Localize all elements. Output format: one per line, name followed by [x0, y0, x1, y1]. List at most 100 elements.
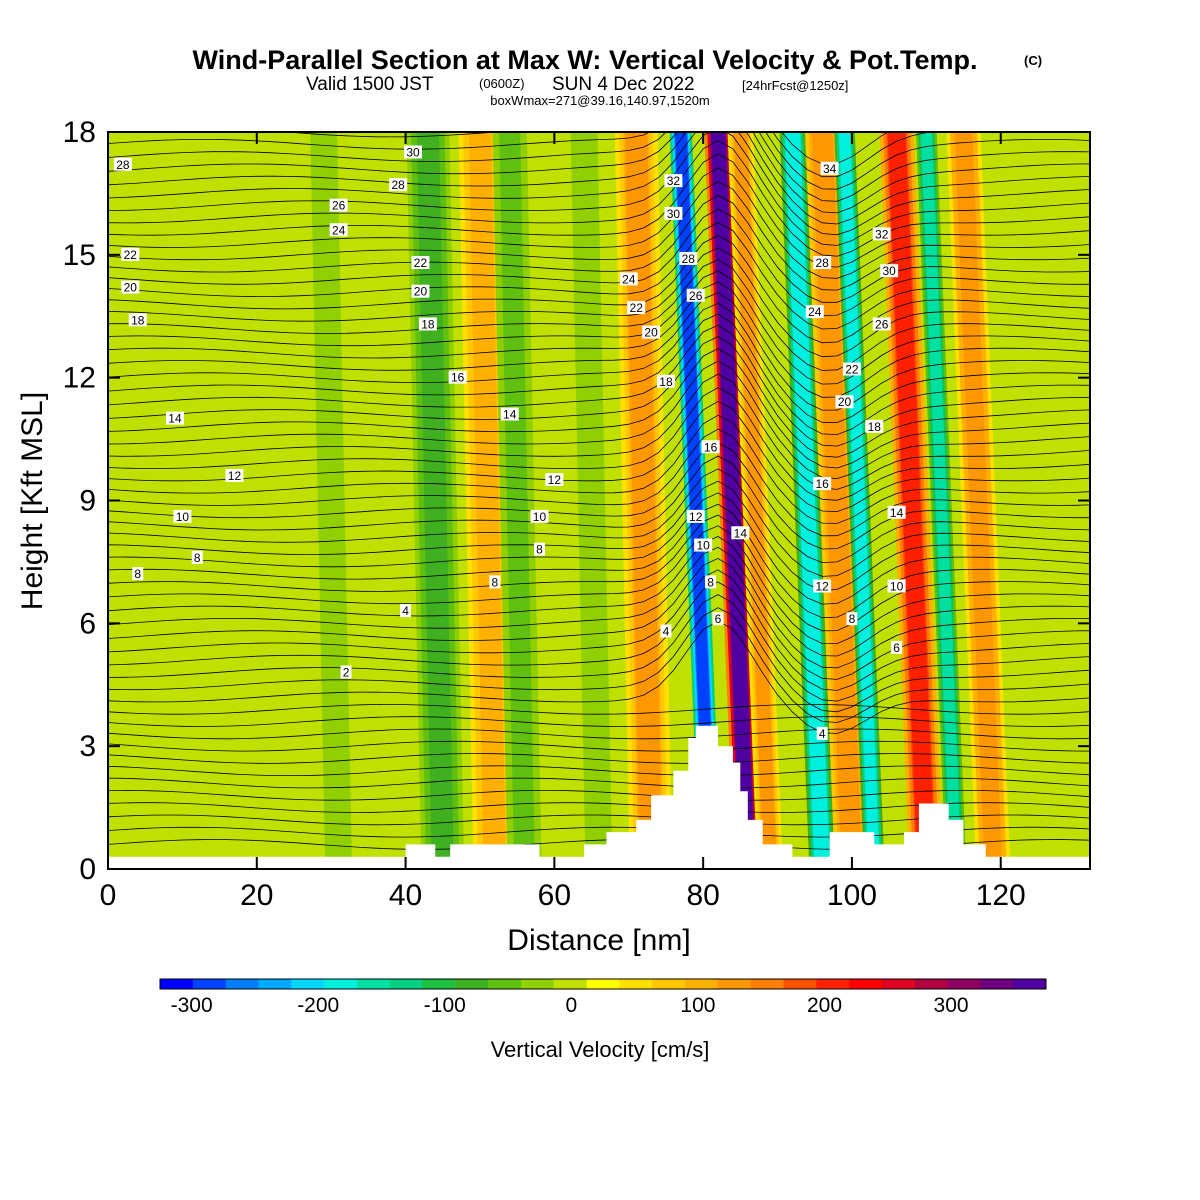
- colorbar-swatch: [225, 979, 259, 989]
- contour-label: 16: [704, 440, 718, 454]
- theta-contour: [108, 442, 1090, 550]
- theta-contour: [108, 777, 1090, 789]
- contour-label-bg: [500, 407, 519, 421]
- theta-contour: [108, 428, 1090, 537]
- theta-contour: [108, 607, 1090, 723]
- contour-label-bg: [329, 198, 348, 212]
- y-axis-title: Height [Kft MSL]: [16, 392, 49, 610]
- contour-label: 20: [644, 326, 658, 340]
- contour-label: 12: [816, 579, 830, 593]
- y-tick-label: 0: [79, 853, 96, 886]
- title-valid-prefix: Valid 1500 JST: [306, 74, 434, 95]
- axes: 0 20 40 60 80 100 120 0 3 6 9 12 15 18: [63, 116, 1090, 912]
- contour-label: 10: [696, 539, 710, 553]
- theta-contour: [108, 132, 1090, 214]
- terrain-mask: [108, 725, 1090, 869]
- colorbar-swatch: [1013, 979, 1047, 989]
- theta-contour: [108, 195, 1090, 303]
- contour-label: 18: [868, 420, 882, 434]
- contour-label-bg: [191, 550, 203, 564]
- velocity-band: [920, 132, 962, 869]
- contour-label: 6: [715, 612, 722, 626]
- x-tick-label: 120: [976, 879, 1026, 912]
- velocity-bands: [306, 132, 1011, 869]
- theta-contour: [108, 132, 1090, 202]
- velocity-band: [575, 132, 608, 869]
- contour-label-bg: [389, 178, 408, 192]
- contour-label-bg: [712, 612, 724, 626]
- theta-contour: [108, 140, 1090, 257]
- theta-contour: [108, 324, 1090, 447]
- velocity-band: [468, 132, 507, 869]
- contour-label: 20: [414, 285, 428, 299]
- colorbar-swatch: [389, 979, 424, 989]
- colorbar-swatch: [488, 979, 522, 989]
- contour-label-bg: [887, 505, 906, 519]
- theta-contour: [108, 525, 1090, 645]
- theta-contour: [108, 292, 1090, 411]
- contour-label: 14: [503, 408, 517, 422]
- theta-contour: [108, 546, 1090, 669]
- theta-contour: [108, 153, 1090, 268]
- title-main: Wind-Parallel Section at Max W: Vertical…: [193, 45, 978, 75]
- x-tick-label: 20: [240, 879, 273, 912]
- contour-label-bg: [489, 575, 501, 589]
- contour-label-bg: [656, 374, 675, 388]
- colorbar-swatch: [291, 979, 325, 989]
- theta-contour: [108, 716, 1090, 727]
- theta-contour: [108, 360, 1090, 480]
- colorbar-swatch: [356, 979, 391, 989]
- contour-label: 18: [131, 313, 145, 327]
- title-main-suffix: (C): [1024, 53, 1042, 68]
- contour-label: 28: [391, 178, 405, 192]
- theta-contour: [108, 259, 1090, 371]
- contour-label-bg: [701, 440, 720, 454]
- x-tick-label: 100: [827, 879, 877, 912]
- contour-label: 22: [414, 256, 428, 270]
- contour-label: 4: [663, 625, 670, 639]
- contour-label-bg: [627, 301, 646, 315]
- theta-contour: [108, 765, 1090, 776]
- contour-label: 18: [421, 317, 435, 331]
- contour-label: 16: [451, 371, 465, 385]
- theta-contour: [108, 336, 1090, 458]
- contour-label: 6: [893, 641, 900, 655]
- theta-contour: [108, 247, 1090, 358]
- theta-contour: [108, 514, 1090, 632]
- contour-label-bg: [121, 280, 140, 294]
- colorbar-swatch: [324, 979, 358, 989]
- contour-label: 32: [667, 174, 681, 188]
- contour-label-bg: [865, 419, 884, 433]
- contour-label: 2: [343, 665, 350, 679]
- colorbar-swatch: [258, 979, 292, 989]
- contour-label-bg: [686, 288, 705, 302]
- contour-label-bg: [530, 509, 549, 523]
- y-tick-label: 3: [79, 730, 96, 763]
- contour-label-bg: [805, 305, 824, 319]
- theta-contour: [108, 468, 1090, 577]
- colorbar-swatch: [160, 979, 194, 989]
- theta-contour: [108, 270, 1090, 385]
- theta-contour: [108, 132, 1090, 236]
- colorbar-swatch: [652, 979, 686, 989]
- velocity-band: [733, 132, 777, 869]
- theta-contour: [108, 348, 1090, 469]
- velocity-band: [675, 132, 717, 869]
- contour-label-bg: [173, 509, 192, 523]
- colorbar-swatch: [914, 979, 949, 989]
- contour-label: 24: [808, 305, 822, 319]
- theta-contour: [108, 728, 1090, 740]
- contour-label-bg: [664, 206, 683, 220]
- contour-label: 4: [402, 604, 409, 618]
- contour-label-bg: [891, 640, 903, 654]
- contour-label-bg: [619, 272, 638, 286]
- contour-label: 18: [659, 375, 673, 389]
- theta-contour: [108, 536, 1090, 657]
- colorbar-swatch: [881, 979, 916, 989]
- contour-label-bg: [813, 579, 832, 593]
- colorbar-swatch: [980, 979, 1014, 989]
- contour-label-bg: [113, 157, 132, 171]
- contour-label-bg: [418, 317, 437, 331]
